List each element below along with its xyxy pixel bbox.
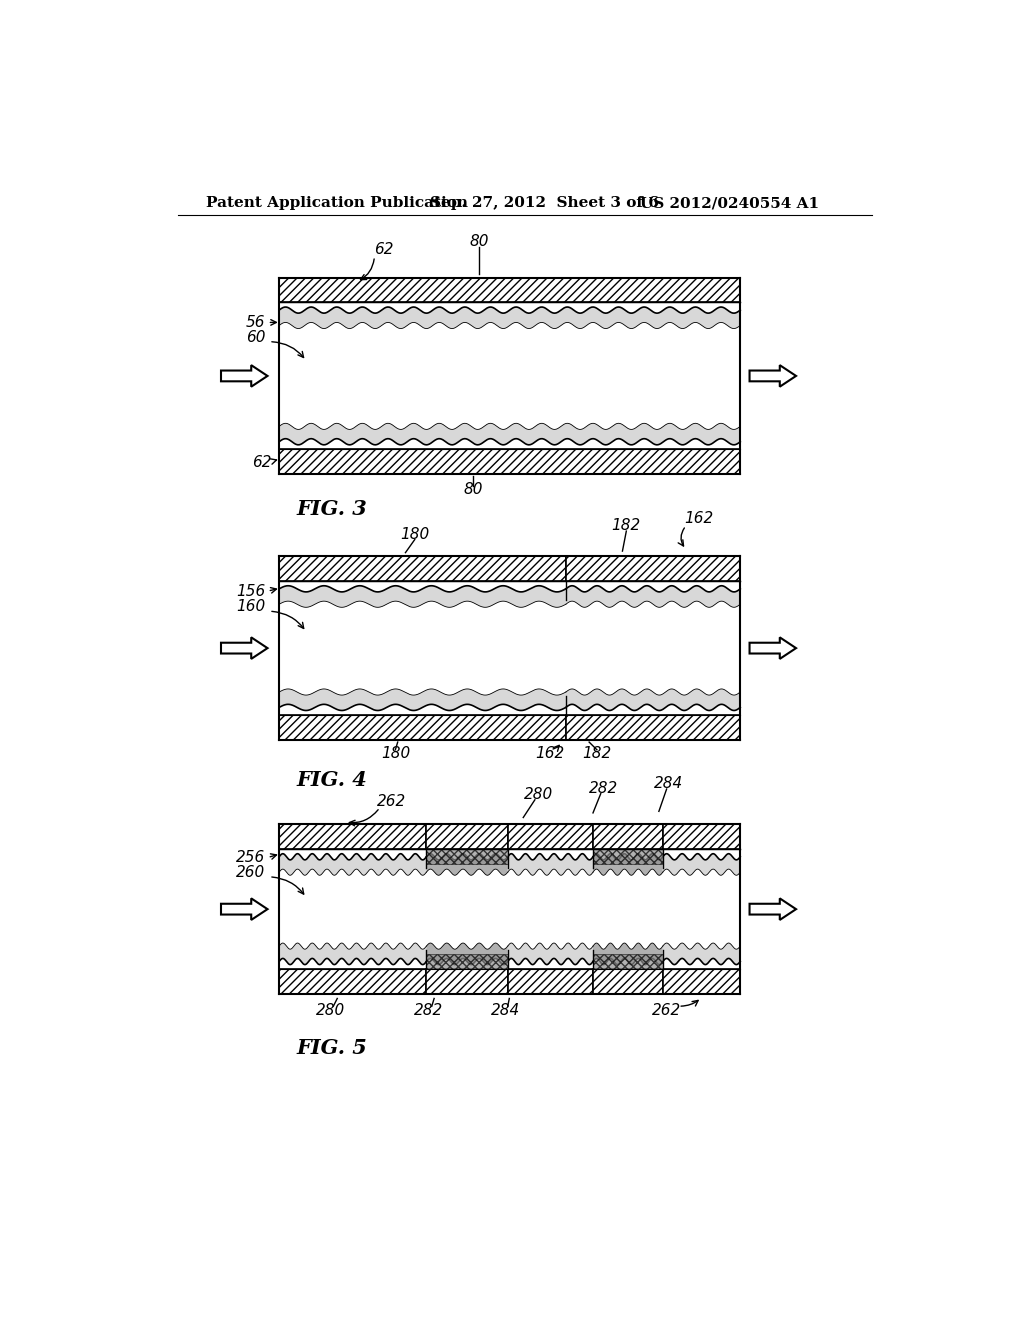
Bar	[280, 450, 740, 474]
Text: FIG. 5: FIG. 5	[297, 1038, 368, 1057]
Text: 180: 180	[381, 746, 410, 762]
Bar	[426, 825, 508, 849]
Text: 80: 80	[469, 234, 488, 249]
Text: 182: 182	[583, 746, 611, 762]
Bar	[663, 969, 740, 994]
Bar	[280, 277, 740, 474]
Bar	[426, 969, 508, 994]
Text: 60: 60	[246, 330, 265, 346]
Text: Patent Application Publication: Patent Application Publication	[206, 197, 468, 210]
Polygon shape	[221, 366, 267, 387]
Text: US 2012/0240554 A1: US 2012/0240554 A1	[640, 197, 818, 210]
Polygon shape	[221, 899, 267, 920]
Text: Sep. 27, 2012  Sheet 3 of 6: Sep. 27, 2012 Sheet 3 of 6	[430, 197, 659, 210]
Bar	[593, 849, 663, 865]
Text: 284: 284	[490, 1003, 520, 1018]
Polygon shape	[750, 366, 796, 387]
Bar	[280, 557, 740, 739]
Bar	[566, 557, 740, 581]
Bar	[280, 557, 566, 581]
Text: 180: 180	[400, 527, 429, 541]
Text: 282: 282	[414, 1003, 443, 1018]
Bar	[663, 825, 740, 849]
Text: FIG. 4: FIG. 4	[297, 770, 368, 789]
Text: 182: 182	[611, 519, 641, 533]
Text: 162: 162	[684, 511, 714, 527]
Bar	[426, 954, 508, 969]
Text: 62: 62	[374, 242, 393, 257]
Text: 62: 62	[252, 455, 271, 470]
Text: 260: 260	[236, 866, 265, 880]
Bar	[508, 969, 593, 994]
Bar	[593, 954, 663, 969]
Bar	[593, 825, 663, 849]
Text: 56: 56	[246, 315, 265, 330]
Text: 262: 262	[652, 1003, 681, 1018]
Bar	[426, 849, 508, 865]
Text: 80: 80	[463, 482, 482, 498]
Text: 262: 262	[377, 793, 407, 809]
Bar	[280, 715, 566, 739]
Text: 256: 256	[236, 850, 265, 865]
Text: FIG. 3: FIG. 3	[297, 499, 368, 519]
Text: 162: 162	[536, 746, 565, 762]
Polygon shape	[750, 899, 796, 920]
Bar	[508, 825, 593, 849]
Polygon shape	[221, 638, 267, 659]
Bar	[566, 715, 740, 739]
Bar	[280, 825, 426, 849]
Text: 160: 160	[236, 599, 265, 614]
Text: 282: 282	[589, 780, 617, 796]
Bar	[280, 969, 426, 994]
Text: 280: 280	[316, 1003, 346, 1018]
Text: 280: 280	[524, 787, 553, 803]
Bar	[280, 277, 740, 302]
Polygon shape	[750, 638, 796, 659]
Bar	[593, 969, 663, 994]
Text: 156: 156	[236, 583, 265, 599]
Bar	[280, 825, 740, 994]
Text: 284: 284	[654, 776, 684, 791]
